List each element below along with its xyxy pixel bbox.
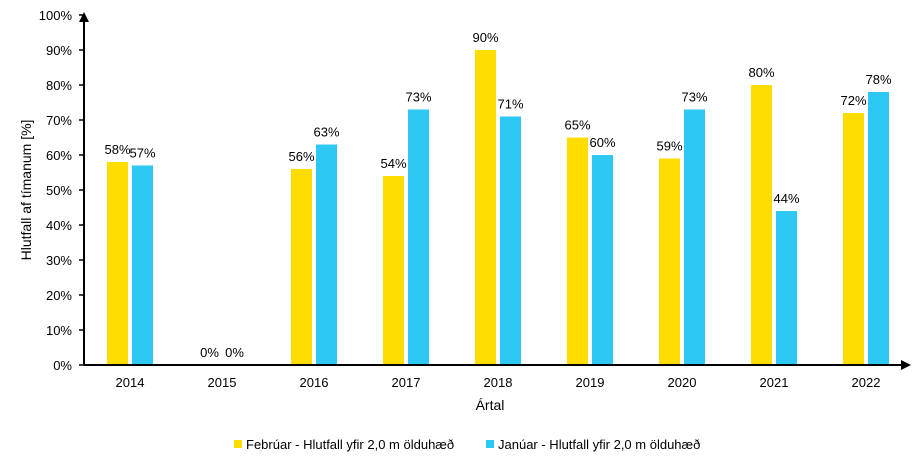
bar-februar-2020 — [659, 158, 680, 365]
bar-februar-2019 — [567, 137, 588, 365]
data-label: 0% — [225, 345, 244, 360]
data-label: 44% — [773, 191, 799, 206]
bar-januar-2022 — [868, 92, 889, 365]
y-axis-arrow — [79, 12, 89, 22]
legend-label-februar: Febrúar - Hlutfall yfir 2,0 m ölduhæð — [246, 437, 454, 452]
bar-januar-2019 — [592, 155, 613, 365]
data-label: 73% — [405, 90, 431, 105]
x-axis-label: Ártal — [476, 397, 505, 413]
x-tick-label: 2014 — [116, 375, 145, 390]
x-axis-arrow — [901, 360, 911, 370]
y-tick-label: 0% — [53, 358, 72, 373]
data-label: 72% — [840, 93, 866, 108]
bar-januar-2014 — [132, 165, 153, 365]
legend: Febrúar - Hlutfall yfir 2,0 m ölduhæð Ja… — [234, 437, 700, 452]
data-label: 65% — [564, 118, 590, 133]
y-tick-label: 60% — [46, 148, 72, 163]
data-label: 60% — [589, 135, 615, 150]
y-tick-label: 90% — [46, 43, 72, 58]
bar-januar-2017 — [408, 109, 429, 365]
x-tick-label: 2021 — [760, 375, 789, 390]
x-tick-label: 2018 — [484, 375, 513, 390]
y-tick-label: 100% — [39, 8, 73, 23]
y-axis-label: Hlutfall af tímanum [%] — [18, 120, 34, 261]
x-tick-label: 2017 — [392, 375, 421, 390]
data-label: 56% — [288, 149, 314, 164]
data-label: 63% — [313, 125, 339, 140]
bar-februar-2018 — [475, 50, 496, 365]
data-label: 73% — [681, 90, 707, 105]
x-tick-label: 2015 — [208, 375, 237, 390]
data-label: 54% — [380, 156, 406, 171]
data-label: 0% — [200, 345, 219, 360]
data-label: 59% — [656, 139, 682, 154]
x-tick-label: 2016 — [300, 375, 329, 390]
y-tick-label: 70% — [46, 113, 72, 128]
legend-label-januar: Janúar - Hlutfall yfir 2,0 m ölduhæð — [498, 437, 700, 452]
x-tick-label: 2020 — [668, 375, 697, 390]
y-tick-label: 20% — [46, 288, 72, 303]
bar-januar-2021 — [776, 211, 797, 365]
data-label: 90% — [472, 30, 498, 45]
x-tick-label: 2022 — [852, 375, 881, 390]
legend-swatch-januar — [486, 440, 494, 448]
bar-februar-2017 — [383, 176, 404, 365]
bar-januar-2018 — [500, 116, 521, 365]
data-label: 71% — [497, 97, 523, 112]
bar-februar-2021 — [751, 85, 772, 365]
y-tick-label: 40% — [46, 218, 72, 233]
data-label: 80% — [748, 65, 774, 80]
y-tick-label: 50% — [46, 183, 72, 198]
x-tick-label: 2019 — [576, 375, 605, 390]
data-label: 57% — [129, 146, 155, 161]
bar-januar-2020 — [684, 109, 705, 365]
bar-februar-2016 — [291, 169, 312, 365]
data-label: 58% — [104, 142, 130, 157]
bar-februar-2022 — [843, 113, 864, 365]
bar-januar-2016 — [316, 144, 337, 365]
data-label: 78% — [865, 72, 891, 87]
bar-februar-2014 — [107, 162, 128, 365]
y-tick-label: 30% — [46, 253, 72, 268]
y-tick-label: 10% — [46, 323, 72, 338]
y-tick-label: 80% — [46, 78, 72, 93]
legend-swatch-februar — [234, 440, 242, 448]
